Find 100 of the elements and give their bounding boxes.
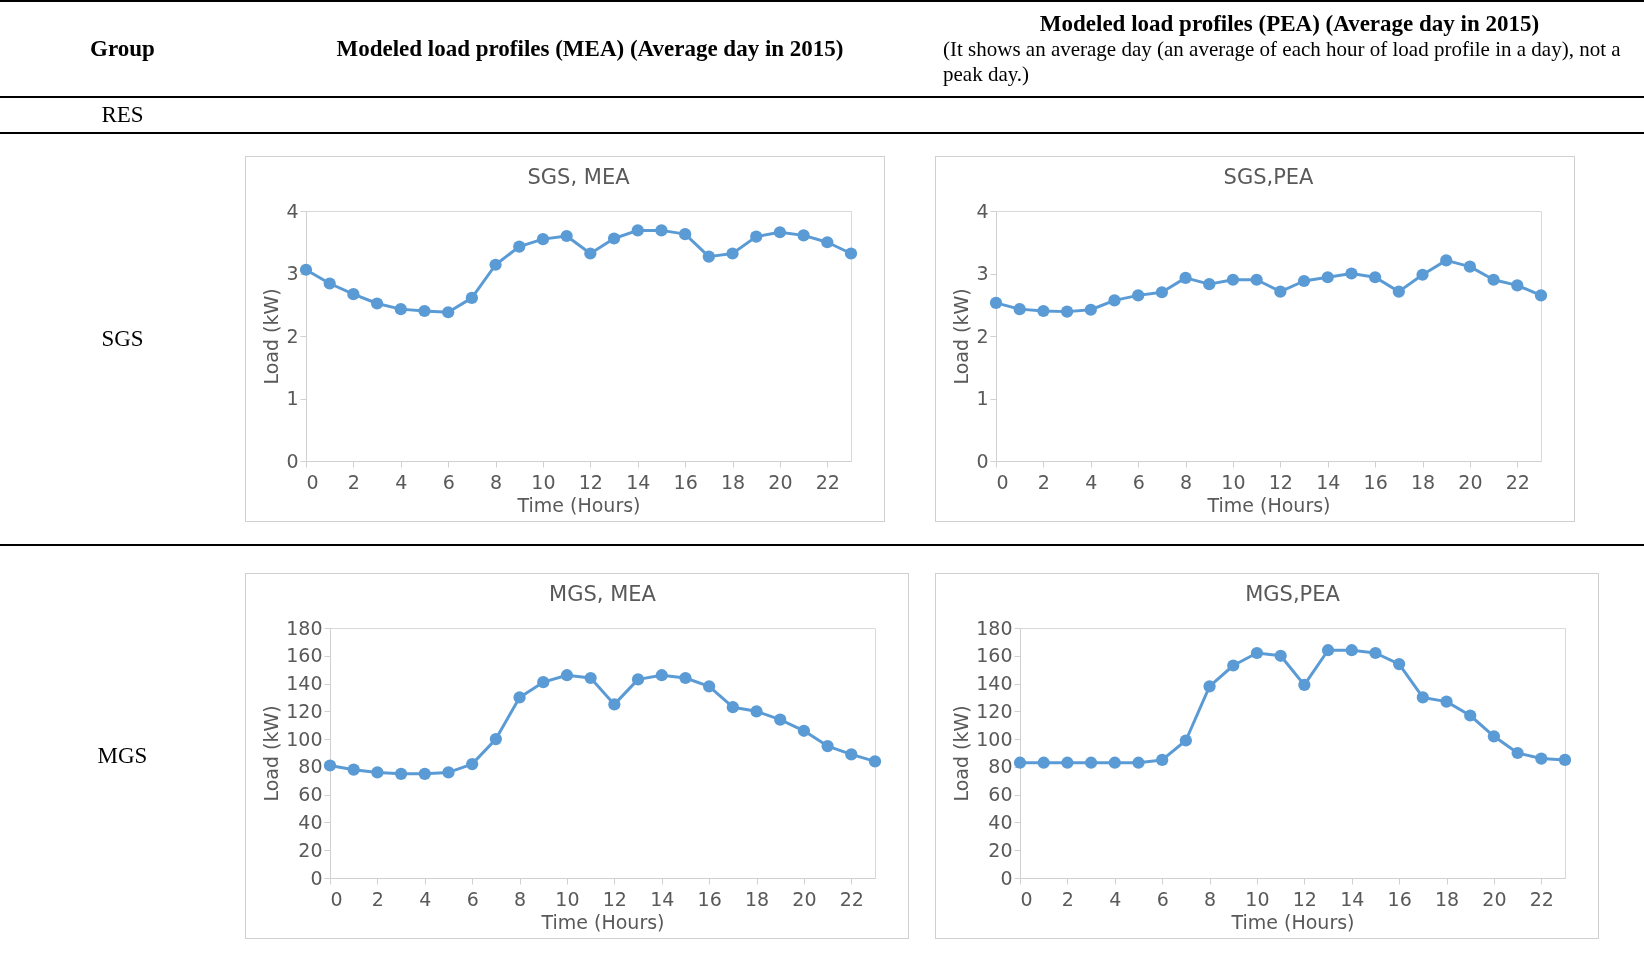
x-tick-label: 14 xyxy=(650,887,675,910)
point xyxy=(442,766,455,779)
y-tick-label: 0 xyxy=(976,449,989,472)
point xyxy=(1464,709,1477,722)
text: (It shows an average day (an average of each hour of load profile in a day), not a peak day.) xyxy=(942,37,1622,87)
point xyxy=(489,258,502,271)
point xyxy=(1416,268,1429,281)
x-tick-label: 18 xyxy=(1410,470,1436,493)
point xyxy=(418,767,431,780)
x-tick-label: 22 xyxy=(1529,887,1554,910)
x-tick-label: 8 xyxy=(490,470,503,493)
point xyxy=(1156,753,1169,767)
point xyxy=(323,277,336,290)
point xyxy=(726,701,739,714)
x-tick-label: 2 xyxy=(371,887,384,910)
point xyxy=(844,247,858,260)
x-tick-label: 20 xyxy=(1482,887,1507,910)
text: Modeled load profiles (PEA) (Average day in 2015) xyxy=(1039,11,1540,36)
y-tick-label: 160 xyxy=(976,644,1013,667)
point xyxy=(1416,691,1429,704)
y-tick-label: 4 xyxy=(286,199,299,222)
x-tick-label: 20 xyxy=(792,887,817,910)
point xyxy=(1487,273,1500,286)
x-tick-label: 18 xyxy=(744,887,770,910)
point xyxy=(1463,260,1477,273)
chart-title: MGS,PEA xyxy=(1245,582,1341,606)
x-tick-label: 4 xyxy=(395,470,408,493)
x-axis-title: Time (Hours) xyxy=(1230,910,1355,933)
y-axis-title: Load (kW) xyxy=(260,705,283,802)
point xyxy=(1298,678,1311,692)
point xyxy=(1321,644,1335,657)
point xyxy=(655,224,668,237)
chart-title: SGS,PEA xyxy=(1223,165,1315,189)
y-tick-label: 60 xyxy=(988,783,1013,806)
x-tick-label: 16 xyxy=(697,887,722,910)
y-axis-title: Load (kW) xyxy=(260,288,283,385)
point xyxy=(1440,695,1453,708)
x-axis-title: Time (Hours) xyxy=(540,910,665,933)
y-tick-label: 20 xyxy=(988,838,1013,861)
point xyxy=(560,229,573,243)
y-tick-label: 180 xyxy=(976,616,1013,639)
y-tick-label: 160 xyxy=(286,644,323,667)
point xyxy=(1511,746,1524,760)
x-tick-label: 0 xyxy=(1020,887,1033,910)
point xyxy=(1013,756,1027,769)
point xyxy=(442,306,455,319)
point xyxy=(370,297,384,310)
y-tick-label: 60 xyxy=(298,783,323,806)
point xyxy=(513,691,526,704)
point xyxy=(1013,303,1026,316)
y-tick-label: 180 xyxy=(286,616,323,639)
x-tick-label: 6 xyxy=(1132,470,1145,493)
point xyxy=(797,229,810,242)
y-axis-title: Load (kW) xyxy=(950,705,973,802)
point xyxy=(394,767,408,780)
y-tick-label: 80 xyxy=(298,755,323,778)
point xyxy=(750,230,763,243)
y-tick-label: 40 xyxy=(298,810,323,833)
point xyxy=(584,247,597,260)
x-tick-label: 12 xyxy=(1268,470,1293,493)
point xyxy=(821,739,834,753)
chart-title: MGS, MEA xyxy=(549,582,657,606)
text: SGS xyxy=(0,133,245,545)
point xyxy=(1487,730,1501,743)
x-axis-title: Time (Hours) xyxy=(1206,493,1331,516)
x-tick-label: 12 xyxy=(602,887,627,910)
x-axis-title: Time (Hours) xyxy=(516,493,641,516)
point xyxy=(631,673,645,686)
text: RES xyxy=(0,97,245,133)
x-tick-label: 0 xyxy=(330,887,343,910)
point xyxy=(608,698,621,711)
point xyxy=(1321,271,1334,284)
point xyxy=(1132,289,1145,302)
chart-title: SGS, MEA xyxy=(527,165,631,189)
point xyxy=(726,247,739,260)
point xyxy=(1250,646,1264,660)
point xyxy=(1440,254,1453,267)
point xyxy=(560,669,574,682)
point xyxy=(773,226,787,239)
point xyxy=(513,240,526,253)
point xyxy=(466,758,479,771)
y-tick-label: 2 xyxy=(286,324,299,347)
point xyxy=(1535,752,1548,765)
x-tick-label: 4 xyxy=(419,887,432,910)
x-tick-label: 10 xyxy=(1221,470,1246,493)
x-tick-label: 20 xyxy=(1458,470,1483,493)
x-tick-label: 6 xyxy=(1156,887,1169,910)
point xyxy=(1534,289,1548,302)
point xyxy=(1179,734,1192,747)
point xyxy=(868,755,882,768)
x-tick-label: 14 xyxy=(1316,470,1341,493)
y-tick-label: 0 xyxy=(310,866,323,889)
y-tick-label: 80 xyxy=(988,755,1013,778)
point xyxy=(1297,274,1311,288)
x-tick-label: 14 xyxy=(1340,887,1365,910)
point xyxy=(347,288,360,301)
point xyxy=(1108,756,1121,769)
point xyxy=(1274,649,1287,662)
point xyxy=(371,766,384,779)
point xyxy=(1274,285,1287,298)
